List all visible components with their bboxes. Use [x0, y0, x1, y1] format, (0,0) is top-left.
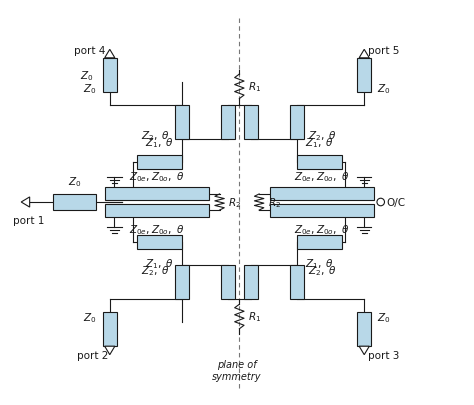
- Bar: [174, 266, 189, 299]
- Text: $Z_0$: $Z_0$: [68, 175, 81, 189]
- Text: $Z_1,\ \theta$: $Z_1,\ \theta$: [305, 136, 334, 150]
- Bar: [220, 106, 235, 139]
- Bar: [297, 156, 342, 169]
- Text: $Z_1,\ \theta$: $Z_1,\ \theta$: [145, 136, 174, 150]
- Bar: [357, 313, 371, 346]
- Text: $R_2$: $R_2$: [268, 196, 281, 209]
- Text: $Z_2,\ \theta$: $Z_2,\ \theta$: [309, 264, 337, 277]
- Text: $Z_{0e},Z_{0o},\ \theta$: $Z_{0e},Z_{0o},\ \theta$: [129, 223, 184, 237]
- Bar: [105, 205, 209, 217]
- Bar: [53, 195, 96, 210]
- Text: O/C: O/C: [387, 198, 406, 207]
- Polygon shape: [105, 50, 115, 59]
- Text: $Z_{0e},Z_{0o},\ \theta$: $Z_{0e},Z_{0o},\ \theta$: [129, 169, 184, 183]
- Bar: [137, 156, 182, 169]
- Text: $R_1$: $R_1$: [248, 80, 261, 94]
- Polygon shape: [21, 197, 30, 208]
- Text: plane of
symmetry: plane of symmetry: [212, 360, 262, 381]
- Text: port 5: port 5: [368, 46, 400, 56]
- Bar: [270, 188, 374, 200]
- Text: $Z_1,\ \theta$: $Z_1,\ \theta$: [305, 256, 334, 270]
- Bar: [244, 106, 258, 139]
- Bar: [270, 205, 374, 217]
- Text: port 2: port 2: [77, 350, 108, 360]
- Text: $Z_0$: $Z_0$: [83, 82, 97, 96]
- Bar: [290, 106, 304, 139]
- Text: $R_2$: $R_2$: [228, 196, 241, 209]
- Text: port 3: port 3: [368, 350, 400, 360]
- Polygon shape: [359, 346, 369, 355]
- Bar: [357, 59, 371, 92]
- Bar: [220, 266, 235, 299]
- Polygon shape: [105, 346, 115, 355]
- Text: $R_1$: $R_1$: [248, 310, 261, 324]
- Text: $Z_2,\ \theta$: $Z_2,\ \theta$: [141, 129, 170, 143]
- Text: $Z_{0e},Z_{0o},\ \theta$: $Z_{0e},Z_{0o},\ \theta$: [294, 169, 349, 183]
- Bar: [244, 266, 258, 299]
- Bar: [174, 106, 189, 139]
- Circle shape: [377, 199, 384, 206]
- Bar: [137, 236, 182, 249]
- Text: $Z_0$: $Z_0$: [83, 311, 97, 324]
- Text: $Z_0$: $Z_0$: [377, 311, 391, 324]
- Text: $Z_{0e},Z_{0o},\ \theta$: $Z_{0e},Z_{0o},\ \theta$: [294, 223, 349, 237]
- Bar: [105, 188, 209, 200]
- Text: $Z_2,\ \theta$: $Z_2,\ \theta$: [309, 129, 337, 143]
- Bar: [290, 266, 304, 299]
- Text: $Z_2,\ \theta$: $Z_2,\ \theta$: [141, 264, 170, 277]
- Bar: [103, 59, 117, 92]
- Text: $Z_1,\ \theta$: $Z_1,\ \theta$: [145, 256, 174, 270]
- Text: port 1: port 1: [13, 215, 45, 226]
- Bar: [297, 236, 342, 249]
- Text: port 4: port 4: [74, 46, 106, 56]
- Polygon shape: [359, 50, 369, 59]
- Bar: [103, 313, 117, 346]
- Text: $Z_0$: $Z_0$: [81, 69, 94, 83]
- Text: $Z_0$: $Z_0$: [377, 82, 391, 96]
